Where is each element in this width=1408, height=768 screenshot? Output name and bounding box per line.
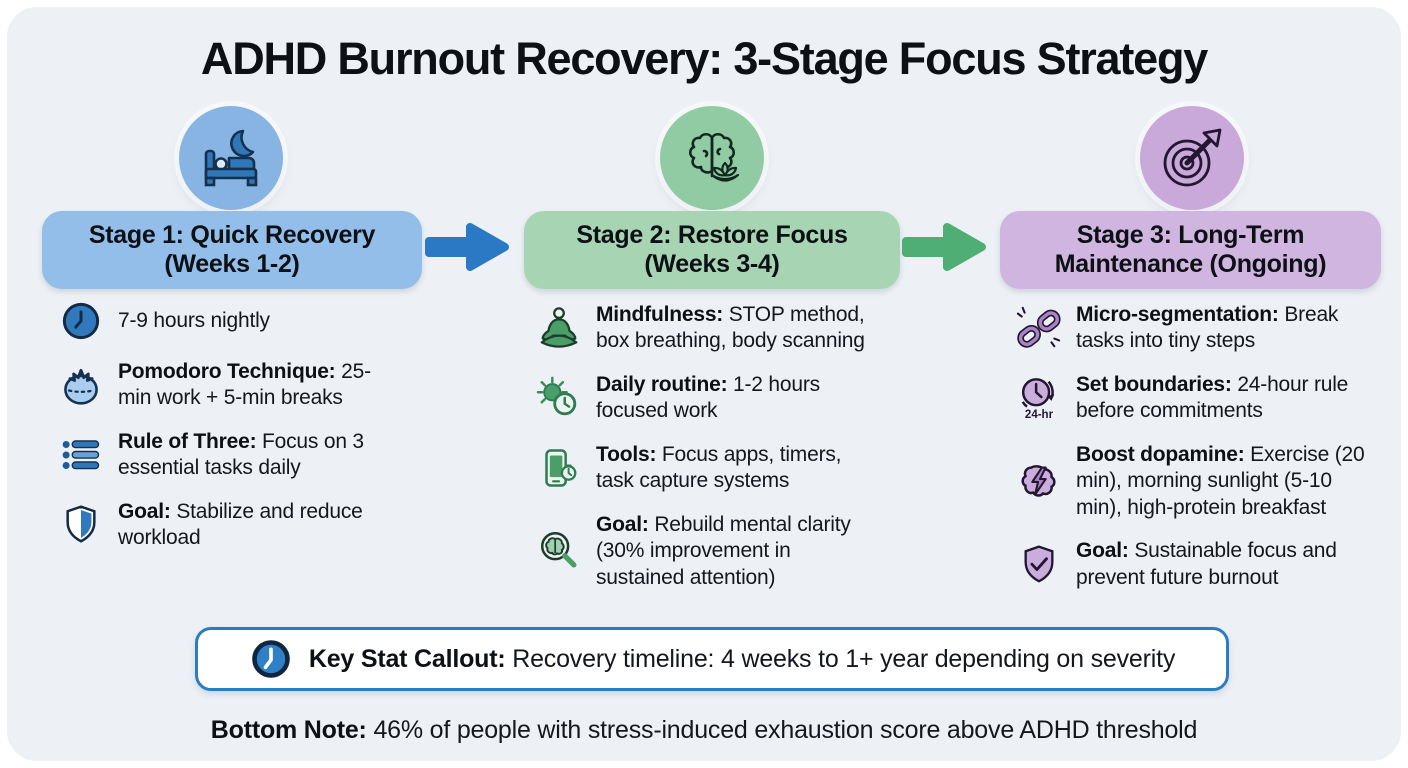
arrow-stage2-to-stage3-icon	[902, 223, 986, 271]
sun-clock-icon	[535, 376, 583, 420]
list-item-text: Boost dopamine: Exercise (20 min), morni…	[1076, 442, 1365, 519]
clock-icon	[249, 637, 293, 681]
bottom-note: Bottom Note: 46% of people with stress-i…	[210, 716, 1198, 744]
list-item: Goal: Sustainable focus and prevent futu…	[1015, 538, 1376, 591]
list-item-text: Micro-segmentation: Break tasks into tin…	[1076, 303, 1339, 353]
list-item: Mindfulness: STOP method, box breathing,…	[535, 302, 884, 355]
list-item-text: Tools: Focus apps, timers, task capture …	[596, 442, 842, 493]
list-item: Boost dopamine: Exercise (20 min), morni…	[1015, 442, 1376, 521]
list-item-text: Goal: Stabilize and reduce workload	[118, 499, 363, 550]
phone-timer-icon	[535, 445, 583, 491]
shield-check-icon	[1015, 543, 1063, 587]
list-item: Goal: Stabilize and reduce workload	[57, 499, 390, 552]
shield-icon	[57, 503, 105, 547]
brain-lotus-icon	[688, 132, 740, 182]
key-stat-callout: Key Stat Callout: Recovery timeline: 4 w…	[195, 627, 1229, 691]
stage-1-header: Stage 1: Quick Recovery (Weeks 1-2)	[42, 211, 422, 289]
stage-2-title-line1: Stage 2: Restore Focus	[576, 220, 848, 249]
list-item: Rule of Three: Focus on 3 essential task…	[57, 429, 390, 482]
stage-3-list: Micro-segmentation: Break tasks into tin…	[1015, 302, 1376, 608]
stage-3-header: Stage 3: Long-Term Maintenance (Ongoing)	[1000, 211, 1381, 289]
list-item-text: Mindfulness: STOP method, box breathing,…	[596, 303, 865, 353]
list-item: Tools: Focus apps, timers, task capture …	[535, 442, 884, 495]
clock-icon	[57, 300, 105, 342]
meditation-icon	[535, 306, 583, 350]
stage-1-icon-badge	[179, 106, 283, 210]
tomato-icon	[57, 362, 105, 408]
list-item-text: Goal: Rebuild mental clarity (30% improv…	[596, 512, 851, 589]
magnifier-brain-icon	[535, 528, 583, 574]
clock-24hr-icon: 24-hr	[1015, 374, 1063, 422]
list-item-text: Goal: Sustainable focus and prevent futu…	[1076, 539, 1337, 589]
list-item: Goal: Rebuild mental clarity (30% improv…	[535, 512, 884, 591]
stage-3-title-line2: Maintenance (Ongoing)	[1054, 250, 1327, 278]
callout-text: Key Stat Callout: Recovery timeline: 4 w…	[308, 644, 1176, 673]
page-title: ADHD Burnout Recovery: 3-Stage Focus Str…	[200, 33, 1208, 84]
rule-of-three-icon	[57, 434, 105, 476]
clock-24hr-label: 24-hr	[1025, 409, 1054, 421]
bed-moon-icon	[204, 129, 258, 187]
stage-2-icon-badge	[660, 106, 764, 210]
list-item-text: 7-9 hours nightly	[118, 308, 270, 332]
list-item: 24-hr Set boundaries: 24-hour rule befor…	[1015, 372, 1376, 425]
stage-2-title-line2: (Weeks 3-4)	[644, 250, 780, 278]
stage-3-icon-badge	[1140, 106, 1244, 210]
list-item-text: Rule of Three: Focus on 3 essential task…	[118, 429, 364, 480]
list-item: Daily routine: 1-2 hours focused work	[535, 372, 884, 425]
stage-1-title-line2: (Weeks 1-2)	[164, 250, 300, 278]
brain-lightning-icon	[1015, 458, 1063, 504]
list-item-text: Daily routine: 1-2 hours focused work	[596, 372, 820, 423]
target-arrow-icon	[1163, 128, 1222, 187]
infographic-card: ADHD Burnout Recovery: 3-Stage Focus Str…	[7, 7, 1401, 761]
stage-2-list: Mindfulness: STOP method, box breathing,…	[535, 302, 884, 608]
stage-1-title-line1: Stage 1: Quick Recovery	[88, 220, 376, 249]
arrow-stage1-to-stage2-icon	[425, 223, 509, 271]
stage-1-list: 7-9 hours nightly Pomodoro Technique: 25…	[57, 300, 390, 569]
list-item: Pomodoro Technique: 25-min work + 5-min …	[57, 359, 390, 412]
stage-3-title-line1: Stage 3: Long-Term	[1076, 220, 1305, 249]
chain-break-icon	[1015, 305, 1063, 351]
list-item-text: Set boundaries: 24-hour rule before comm…	[1076, 372, 1349, 423]
stage-2-header: Stage 2: Restore Focus (Weeks 3-4)	[524, 211, 900, 289]
list-item-text: Pomodoro Technique: 25-min work + 5-min …	[118, 360, 371, 410]
list-item: Micro-segmentation: Break tasks into tin…	[1015, 302, 1376, 355]
list-item: 7-9 hours nightly	[57, 300, 390, 342]
